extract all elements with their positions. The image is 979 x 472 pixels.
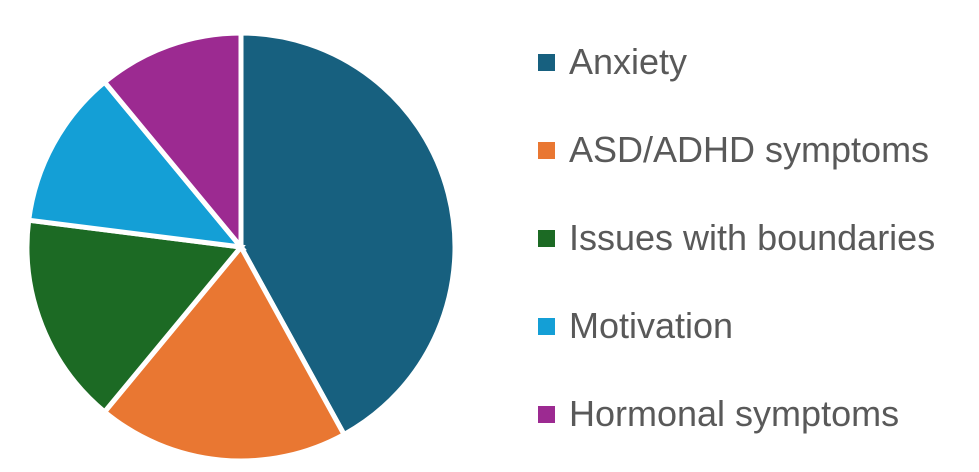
legend-item: Motivation — [538, 300, 935, 352]
pie-slice-anxiety — [238, 30, 458, 438]
legend-label: Motivation — [569, 305, 734, 346]
chart-legend: Anxiety ASD/ADHD symptoms Issues with boun… — [538, 36, 935, 440]
legend-item: ASD/ADHD symptoms — [538, 124, 935, 176]
pie-slice-hormonal-symptoms — [101, 30, 244, 254]
legend-item: Anxiety — [538, 36, 935, 88]
pie-slice-asd-adhd-symptoms — [101, 242, 348, 464]
legend-label: Issues with boundaries — [569, 217, 936, 258]
legend-swatch — [538, 405, 555, 423]
legend-label: Hormonal symptoms — [569, 393, 900, 434]
legend-label: Anxiety — [569, 41, 688, 82]
legend-swatch — [538, 141, 555, 159]
legend-swatch — [538, 317, 555, 335]
legend-label: ASD/ADHD symptoms — [569, 129, 930, 170]
pie-slice-issues-with-boundaries — [24, 217, 246, 416]
legend-item: Issues with boundaries — [538, 212, 935, 264]
legend-swatch — [538, 229, 555, 247]
pie-slice-motivation — [25, 78, 247, 251]
legend-swatch — [538, 53, 555, 71]
legend-item: Hormonal symptoms — [538, 388, 935, 440]
